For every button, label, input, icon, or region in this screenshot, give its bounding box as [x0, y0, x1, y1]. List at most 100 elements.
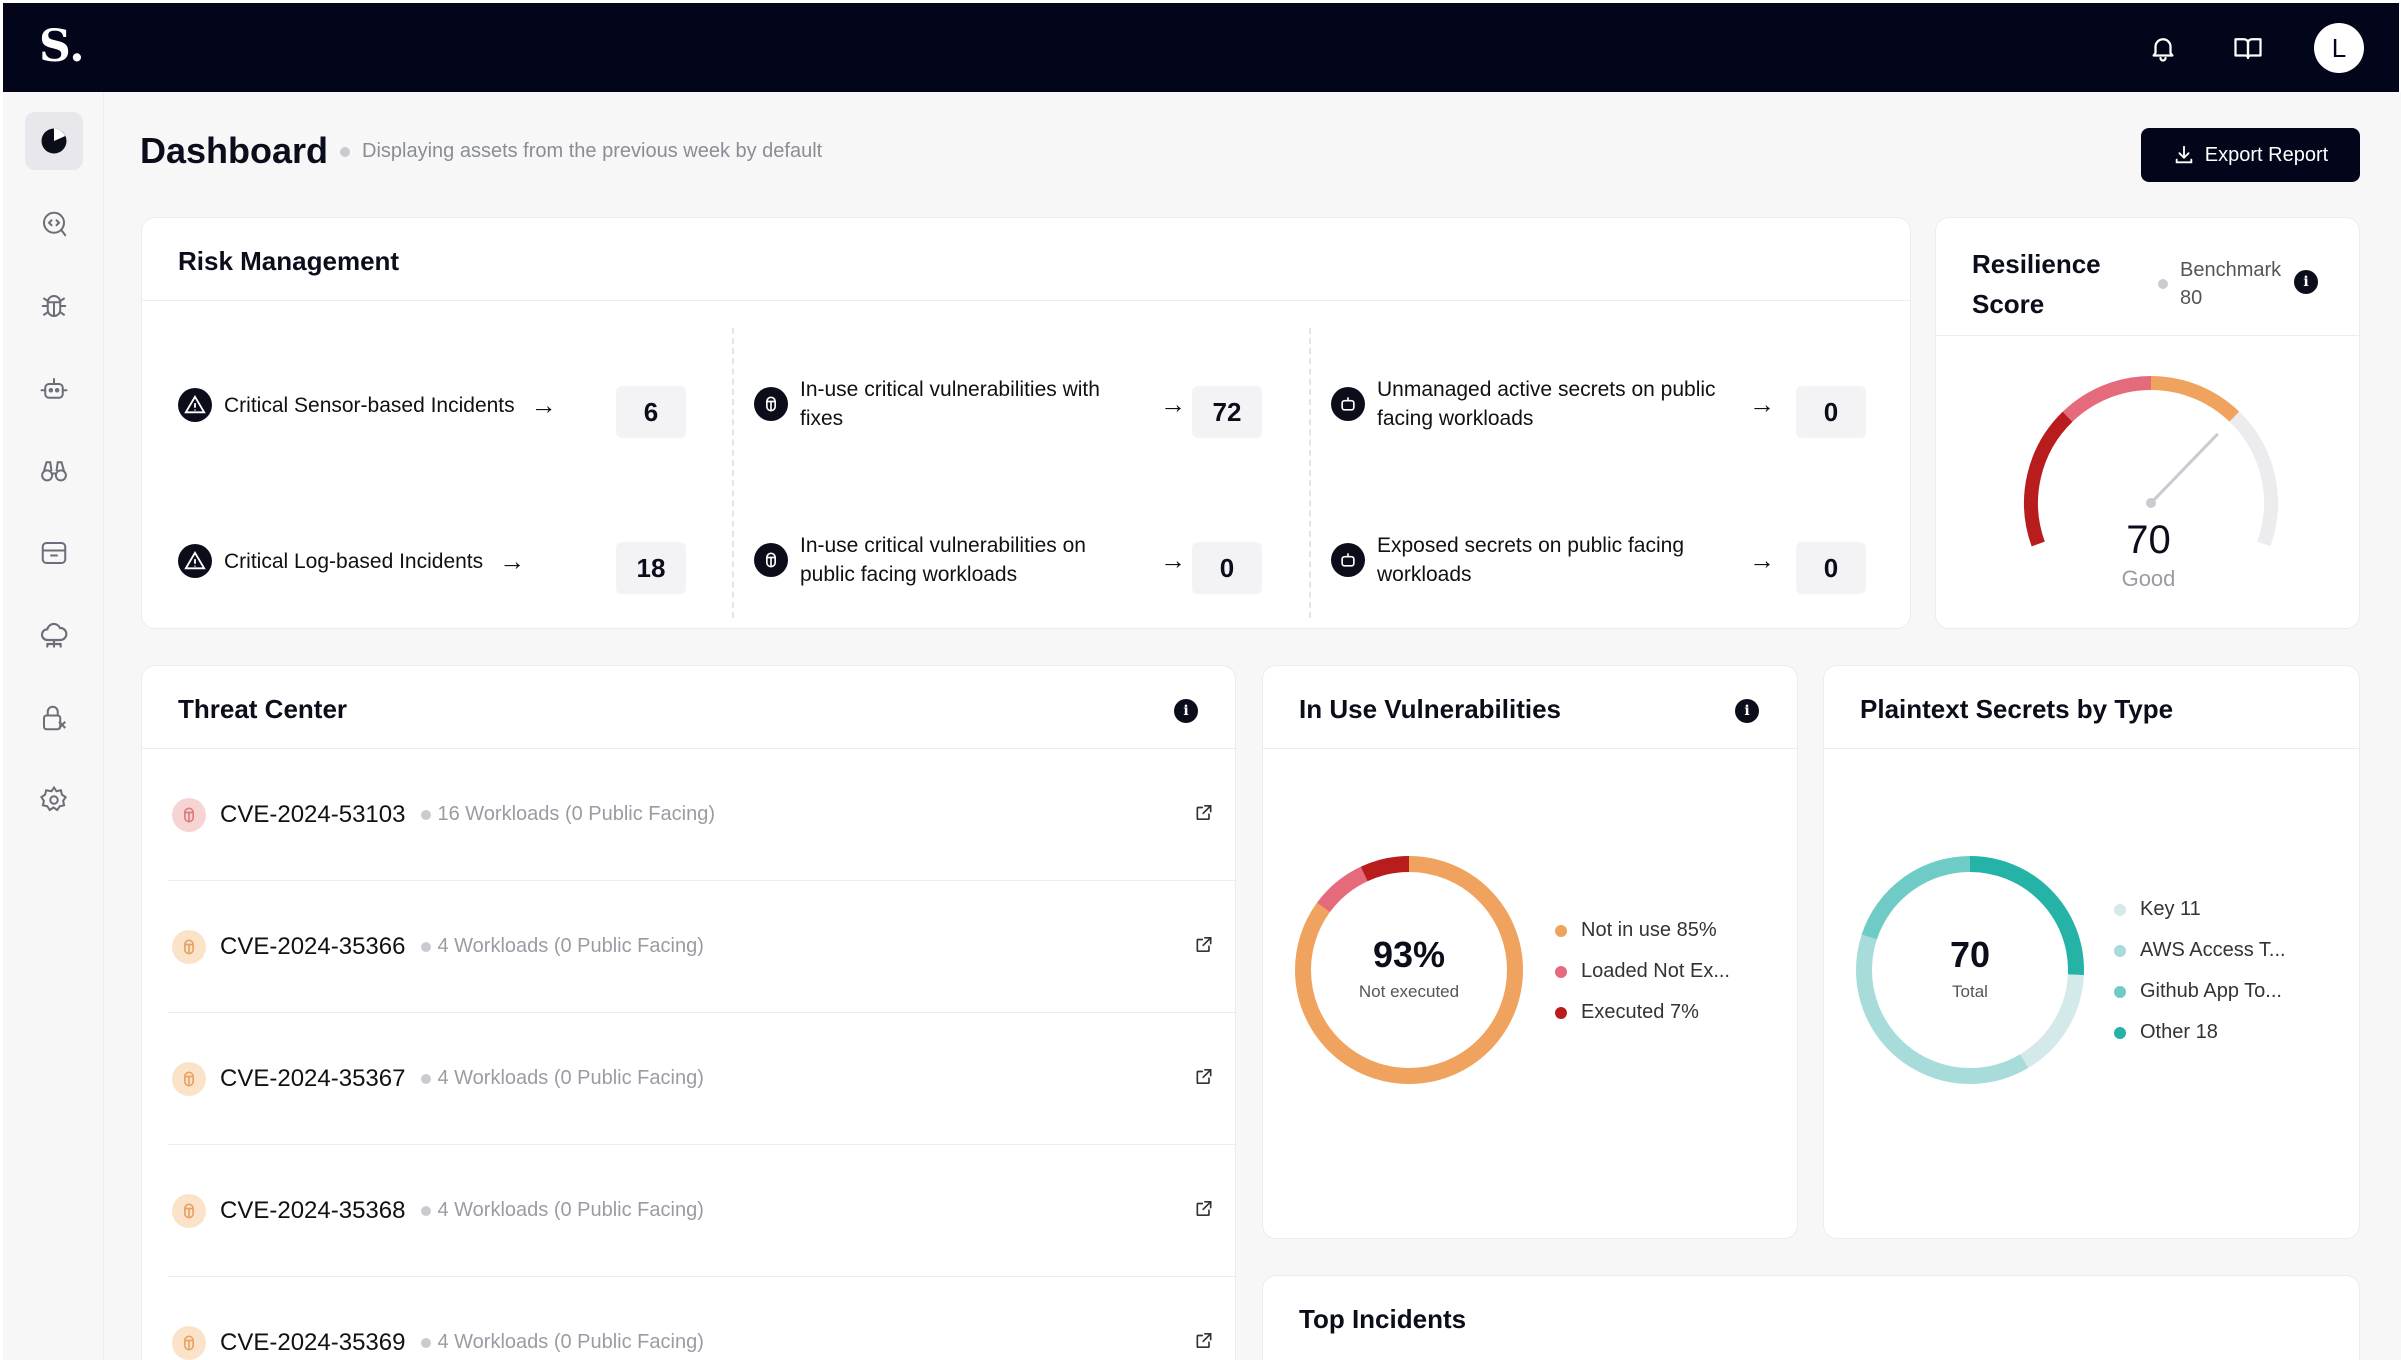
legend-item[interactable]: Github App To...	[2114, 980, 2282, 1003]
workload-count: 4 Workloads (0 Public Facing)	[421, 1067, 704, 1090]
external-link-icon[interactable]	[1194, 802, 1214, 827]
gauge-needle	[2149, 433, 2219, 505]
workload-count: 16 Workloads (0 Public Facing)	[421, 803, 715, 826]
sidebar-item-code-scan[interactable]	[25, 195, 83, 253]
book-icon[interactable]	[2227, 27, 2269, 69]
cve-id[interactable]: CVE-2024-35366	[220, 932, 406, 960]
threat-row[interactable]: CVE-2024-35369 4 Workloads (0 Public Faci…	[168, 1277, 1235, 1360]
sidebar-item-vulnerabilities[interactable]	[25, 277, 83, 335]
count-exposed-secrets[interactable]: 0	[1796, 542, 1866, 594]
threat-center-title: Threat Center	[178, 694, 348, 724]
cve-id[interactable]: CVE-2024-53103	[220, 800, 406, 828]
external-link-icon[interactable]	[1194, 1066, 1214, 1091]
info-icon[interactable]: i	[1735, 699, 1759, 723]
risk-item-unmanaged-secrets[interactable]: Unmanaged active secrets on public facing…	[1331, 375, 1775, 433]
count-unmanaged-secrets[interactable]: 0	[1796, 386, 1866, 438]
bug-icon	[172, 797, 206, 832]
resilience-score-card: Resilience Score Benchmark 80 i 70 Good	[1935, 217, 2360, 629]
archive-icon	[41, 542, 67, 564]
app-logo[interactable]: S.	[39, 21, 85, 72]
legend-item[interactable]: Other 18	[2114, 1021, 2218, 1044]
legend-item[interactable]: Executed 7%	[1555, 1001, 1699, 1024]
legend-item[interactable]: Key 11	[2114, 898, 2201, 921]
workload-count: 4 Workloads (0 Public Facing)	[421, 935, 704, 958]
page-subtitle: Displaying assets from the previous week…	[340, 140, 822, 163]
sidebar	[3, 92, 104, 1360]
plaintext-secrets-donut	[1856, 856, 2084, 1084]
code-scan-icon	[43, 211, 67, 237]
robot-icon	[1331, 543, 1365, 577]
count-vulns-public[interactable]: 0	[1192, 542, 1262, 594]
donut-segment[interactable]	[1295, 856, 1523, 1084]
in-use-vulns-center: 93% Not executed	[1358, 934, 1460, 1001]
sidebar-item-security[interactable]	[25, 689, 83, 747]
robot-icon	[1331, 387, 1365, 421]
count-log-incidents[interactable]: 18	[616, 542, 686, 594]
gauge-needle-pivot	[2146, 498, 2156, 508]
bug-icon	[172, 1325, 206, 1360]
resilience-title: Resilience Score	[1972, 249, 2101, 319]
risk-item-vulns-public[interactable]: In-use critical vulnerabilities on public…	[754, 531, 1186, 589]
sidebar-item-threats[interactable]	[25, 442, 83, 500]
export-report-button[interactable]: Export Report	[2141, 128, 2360, 182]
plaintext-secrets-center: 70 Total	[1949, 934, 1991, 1001]
threat-row[interactable]: CVE-2024-35366 4 Workloads (0 Public Faci…	[168, 881, 1235, 1013]
risk-management-title: Risk Management	[178, 246, 400, 276]
top-incidents-card: Top Incidents	[1262, 1275, 2360, 1360]
threat-row[interactable]: CVE-2024-35368 4 Workloads (0 Public Faci…	[168, 1145, 1235, 1277]
risk-management-card: Risk Management Critical Sensor-based In…	[141, 217, 1911, 629]
cve-id[interactable]: CVE-2024-35368	[220, 1196, 406, 1224]
robot-icon	[40, 378, 68, 399]
bug-icon	[754, 543, 788, 577]
user-avatar[interactable]: L	[2314, 23, 2364, 73]
legend-item[interactable]: Not in use 85%	[1555, 919, 1717, 942]
external-link-icon[interactable]	[1194, 934, 1214, 959]
threat-center-card: Threat Center i CVE-2024-53103 16 Workloa…	[141, 665, 1236, 1360]
plaintext-secrets-title: Plaintext Secrets by Type	[1860, 694, 2174, 724]
risk-item-sensor-incidents[interactable]: Critical Sensor-based Incidents →	[178, 388, 557, 422]
external-link-icon[interactable]	[1194, 1330, 1214, 1355]
workload-count: 4 Workloads (0 Public Facing)	[421, 1199, 704, 1222]
sidebar-item-cloud[interactable]	[25, 607, 83, 665]
page-title: Dashboard	[140, 130, 329, 171]
gauge-segment	[2024, 411, 2073, 547]
external-link-icon[interactable]	[1194, 1198, 1214, 1223]
resilience-score-label: Good	[2121, 566, 2176, 591]
binoculars-icon	[41, 461, 67, 482]
lock-icon	[43, 705, 66, 731]
bug-icon	[754, 387, 788, 421]
donut-segment[interactable]	[1856, 856, 2084, 1084]
main-content: Dashboard Displaying assets from the pre…	[104, 92, 2401, 1360]
sidebar-item-inventory[interactable]	[25, 524, 83, 582]
donut-segment[interactable]	[1856, 856, 2084, 1084]
sidebar-item-secrets[interactable]	[25, 360, 83, 418]
threat-row[interactable]: CVE-2024-53103 16 Workloads (0 Public Fac…	[168, 749, 1235, 881]
legend-item[interactable]: Loaded Not Ex...	[1555, 960, 1730, 983]
bug-icon	[172, 929, 206, 964]
cve-id[interactable]: CVE-2024-35367	[220, 1064, 406, 1092]
legend-item[interactable]: AWS Access T...	[2114, 939, 2286, 962]
risk-item-vulns-with-fixes[interactable]: In-use critical vulnerabilities with fixe…	[754, 375, 1186, 433]
top-bar: S. L	[3, 3, 2399, 92]
threat-row[interactable]: CVE-2024-35367 4 Workloads (0 Public Faci…	[168, 1013, 1235, 1145]
sidebar-item-dashboard[interactable]	[25, 112, 83, 170]
resilience-score-value: 70	[2126, 518, 2171, 562]
info-icon[interactable]: i	[2294, 270, 2318, 294]
gauge-segment	[2150, 376, 2240, 422]
risk-item-exposed-secrets[interactable]: Exposed secrets on public facing workload…	[1331, 531, 1775, 589]
gauge-segment	[2062, 376, 2152, 422]
sidebar-item-settings[interactable]	[25, 771, 83, 829]
count-sensor-incidents[interactable]: 6	[616, 386, 686, 438]
bug-icon	[172, 1061, 206, 1096]
count-vulns-with-fixes[interactable]: 72	[1192, 386, 1262, 438]
bell-icon[interactable]	[2142, 27, 2184, 69]
top-incidents-title: Top Incidents	[1299, 1304, 1467, 1334]
info-icon[interactable]: i	[1174, 699, 1198, 723]
bug-icon	[172, 1193, 206, 1228]
benchmark: Benchmark 80	[2158, 256, 2281, 312]
workload-count: 4 Workloads (0 Public Facing)	[421, 1331, 704, 1354]
cloud-network-icon	[41, 622, 68, 648]
risk-item-log-incidents[interactable]: Critical Log-based Incidents →	[178, 544, 525, 578]
warning-icon	[178, 388, 212, 422]
cve-id[interactable]: CVE-2024-35369	[220, 1328, 406, 1356]
